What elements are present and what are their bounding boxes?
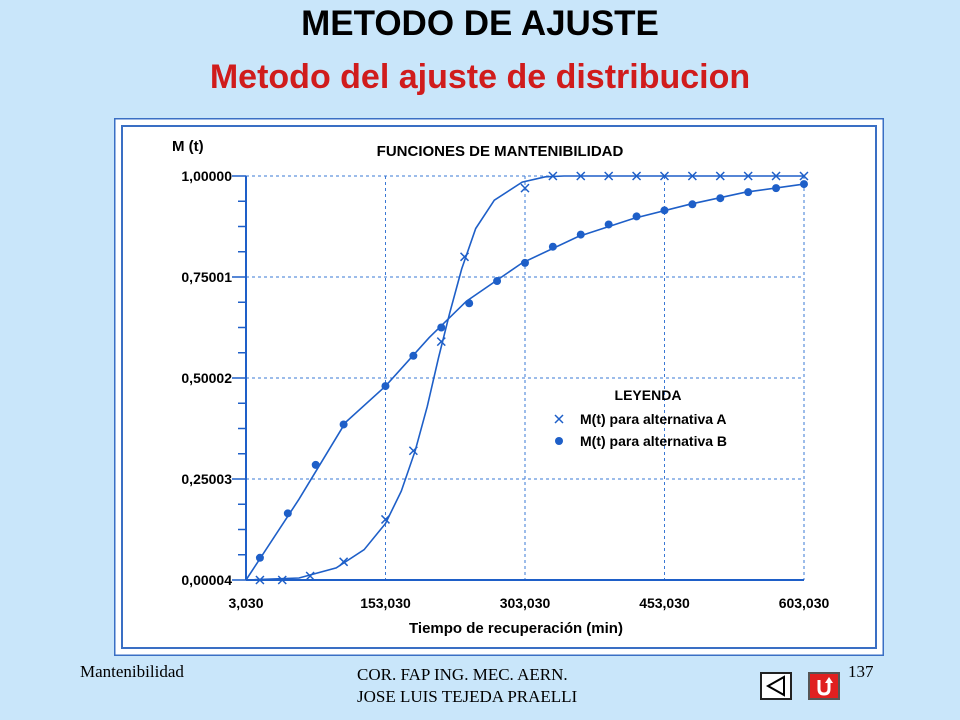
legend-marker-b — [555, 437, 563, 445]
back-arrow-icon — [765, 675, 785, 697]
data-point-b — [660, 206, 669, 215]
data-point-b — [283, 509, 292, 518]
data-point-b — [799, 180, 808, 189]
data-point-a — [715, 171, 725, 181]
footer-left: Mantenibilidad — [80, 662, 184, 681]
chart-title: FUNCIONES DE MANTENIBILIDAD — [377, 143, 624, 160]
x-tick-label: 603,030 — [779, 595, 830, 611]
data-point-b — [632, 212, 641, 221]
data-point-b — [548, 242, 557, 251]
data-point-b — [255, 553, 264, 562]
footer-center-line1: COR. FAP ING. MEC. AERN. — [357, 665, 568, 684]
data-point-a — [576, 171, 586, 181]
data-point-b — [409, 351, 418, 360]
data-point-a — [659, 171, 670, 181]
y-tick-label: 0,50002 — [181, 370, 232, 386]
u-turn-arrow-icon — [817, 677, 833, 696]
legend-label-b: M(t) para alternativa B — [580, 433, 727, 449]
data-point-a — [305, 571, 315, 581]
y-tick-label: 0,25003 — [181, 471, 232, 487]
data-point-a — [339, 557, 349, 567]
data-point-a — [459, 252, 470, 262]
x-tick-label: 3,030 — [228, 595, 263, 611]
series-line-a — [245, 175, 804, 581]
figure-inner-border — [121, 125, 877, 649]
tick-labels: 0,00004 0,25003 0,50002 0,75001 1,00000 3,030… — [181, 168, 829, 611]
data-point-a — [436, 337, 446, 347]
y-axis-label: M (t) — [172, 138, 204, 155]
data-point-b — [311, 460, 320, 469]
footer-center-line2: JOSE LUIS TEJEDA PRAELLI — [357, 687, 578, 706]
data-point-a — [743, 171, 753, 181]
x-axis-label: Tiempo de recuperación (min) — [409, 620, 623, 637]
legend: LEYENDA M(t) para alternativa A M(t) para … — [554, 387, 727, 449]
x-tick-label: 453,030 — [639, 595, 690, 611]
data-point-b — [688, 200, 697, 209]
page-title: METODO DE AJUSTE — [301, 4, 659, 43]
return-button[interactable] — [808, 672, 840, 700]
data-point-b — [716, 194, 725, 203]
data-point-a — [771, 171, 781, 181]
axes — [232, 175, 804, 581]
page-number: 137 — [848, 662, 874, 681]
data-point-a — [380, 514, 391, 524]
page-subtitle: Metodo del ajuste de distribucion — [209, 58, 751, 96]
data-point-a — [255, 575, 265, 585]
previous-slide-button[interactable] — [760, 672, 792, 700]
x-tick-label: 153,030 — [360, 595, 411, 611]
y-tick-label: 1,00000 — [181, 168, 232, 184]
data-point-a — [687, 171, 697, 181]
data-point-a — [604, 171, 614, 181]
legend-marker-a — [554, 414, 564, 424]
data-point-b — [339, 420, 348, 429]
data-point-b — [437, 323, 446, 332]
data-point-a — [548, 171, 558, 181]
data-point-b — [493, 277, 502, 286]
y-tick-label: 0,75001 — [181, 269, 232, 285]
y-tick-label: 0,00004 — [181, 572, 232, 588]
chart-figure: FUNCIONES DE MANTENIBILIDAD M (t) Tiempo… — [114, 118, 884, 656]
data-point-b — [772, 184, 781, 193]
data-point-b — [381, 382, 390, 391]
x-tick-label: 303,030 — [500, 595, 551, 611]
data-point-b — [465, 299, 474, 308]
grid — [246, 175, 805, 580]
data-point-a — [408, 446, 418, 456]
data-point-b — [576, 230, 585, 239]
data-point-b — [604, 220, 613, 229]
data-point-b — [520, 258, 529, 267]
series — [245, 171, 809, 585]
legend-title: LEYENDA — [615, 387, 682, 403]
data-point-b — [744, 188, 753, 197]
data-point-a — [799, 171, 809, 181]
legend-label-a: M(t) para alternativa A — [580, 411, 727, 427]
data-point-a — [632, 171, 642, 181]
figure-outer-border — [114, 118, 884, 656]
data-point-a — [520, 183, 530, 193]
data-point-a — [277, 575, 287, 585]
footer-center: COR. FAP ING. MEC. AERN. JOSE LUIS TEJED… — [357, 664, 577, 708]
